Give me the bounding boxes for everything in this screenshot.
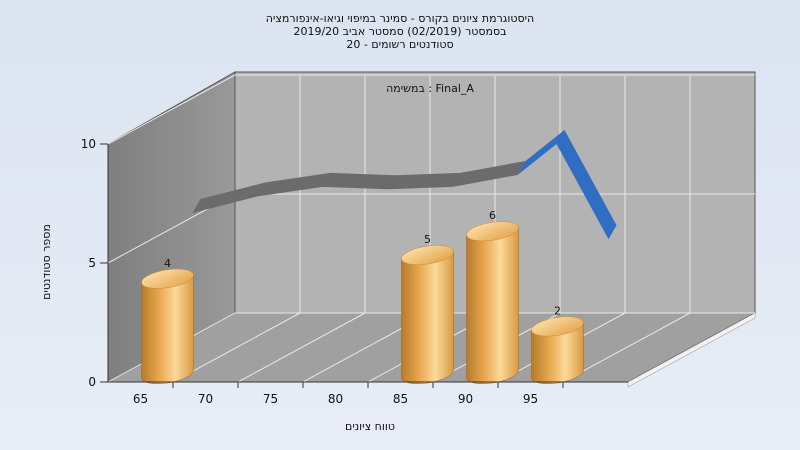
bar-cap xyxy=(531,316,584,337)
x-tick-label: 75 xyxy=(263,392,278,406)
background-curve xyxy=(192,130,617,240)
grid-line-floor xyxy=(562,312,691,383)
y-axis-label: מספר סטודנטים xyxy=(40,224,53,300)
chart-title-line-2: בסמסטר (02/2019) סמסטר אביב 2019/20 xyxy=(293,25,506,38)
x-tick-label: 95 xyxy=(523,392,538,406)
bar-data-label: 2 xyxy=(554,304,561,317)
bar: 2 xyxy=(531,304,584,384)
bar: 4 xyxy=(141,257,194,384)
y-tick-label: 5 xyxy=(88,256,96,270)
task-annotation: במשימה : Final_A xyxy=(386,82,474,95)
x-tick-label: 80 xyxy=(328,392,343,406)
bar-body xyxy=(141,274,194,384)
x-tick-label: 85 xyxy=(393,392,408,406)
bar-data-label: 4 xyxy=(164,257,171,270)
grid-line-left xyxy=(107,74,236,145)
x-tick-label: 65 xyxy=(133,392,148,406)
grid-line-floor xyxy=(172,312,301,383)
chart-title-line-3: סטודנטים רשומים - 20 xyxy=(346,38,453,51)
floor-edge xyxy=(627,312,756,388)
bar: 6 xyxy=(466,209,519,384)
bar-cap xyxy=(401,245,454,265)
bar-body xyxy=(401,251,454,384)
bars: 4 5 6 2 xyxy=(141,209,584,384)
bar-body xyxy=(466,227,519,384)
grid-line-floor xyxy=(237,312,366,383)
curve-segment-blue xyxy=(517,130,617,240)
bar-cap xyxy=(466,221,519,242)
bar-body xyxy=(531,322,584,384)
bar-data-label: 5 xyxy=(424,233,431,246)
y-tick-label: 10 xyxy=(81,137,96,151)
bar: 5 xyxy=(401,233,454,384)
bar-cap xyxy=(141,268,194,289)
y-tick-label: 0 xyxy=(88,375,96,389)
bar-data-label: 6 xyxy=(489,209,496,222)
x-axis-label: טווח ציונים xyxy=(345,420,395,433)
chart-title-line-1: היסטוגרמת ציונים בקורס - סמינר במיפוי וג… xyxy=(266,12,535,25)
curve-segment-gray xyxy=(192,160,526,214)
x-tick-label: 70 xyxy=(198,392,213,406)
x-tick-label: 90 xyxy=(458,392,473,406)
